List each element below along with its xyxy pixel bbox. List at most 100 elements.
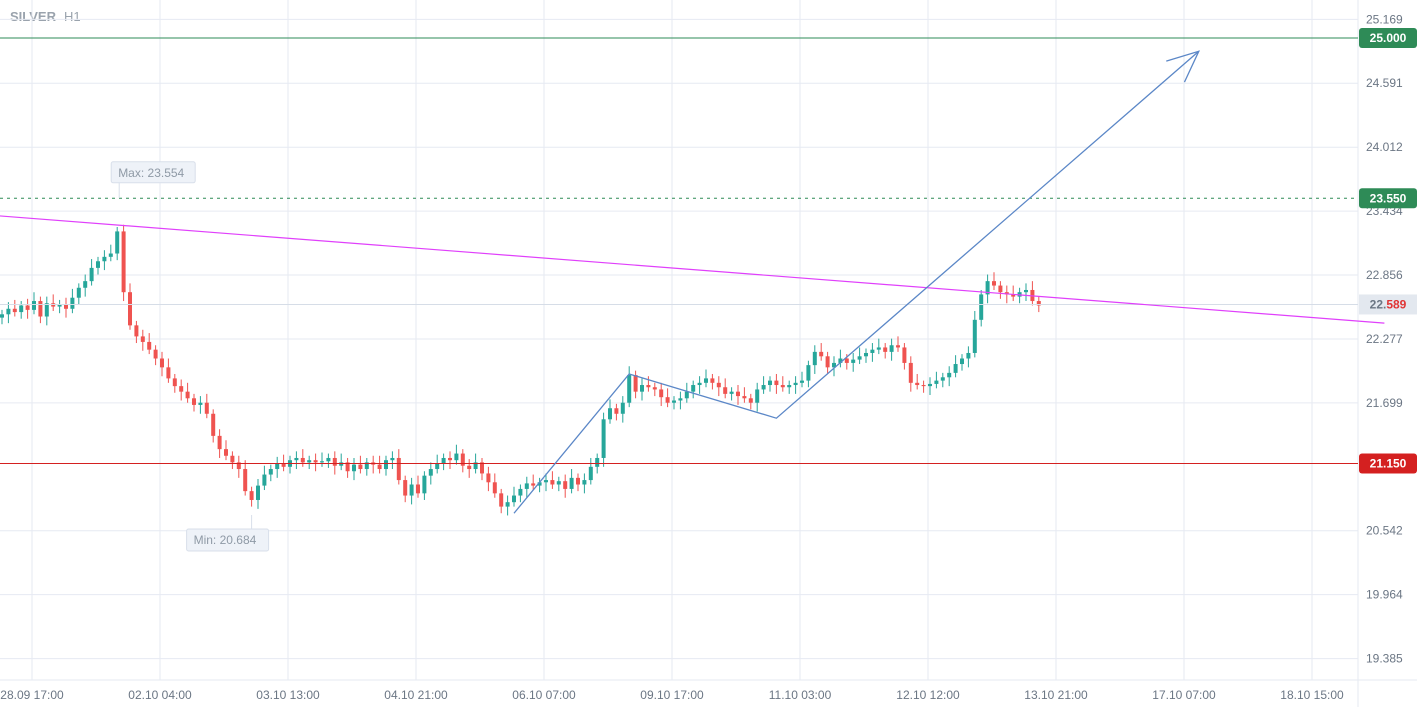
candle-body xyxy=(544,480,548,483)
candle-body xyxy=(710,378,715,383)
candle-body xyxy=(0,314,4,318)
candle-body xyxy=(268,469,273,475)
x-tick-label: 09.10 17:00 xyxy=(640,688,704,702)
candle-body xyxy=(934,380,939,384)
candle-body xyxy=(435,463,440,470)
candle-body xyxy=(198,402,203,405)
candle-body xyxy=(185,391,190,399)
candle-body xyxy=(281,463,286,467)
candle-body xyxy=(736,391,740,397)
candle-body xyxy=(633,375,638,392)
y-tick-label: 19.964 xyxy=(1366,588,1403,602)
candle-body xyxy=(812,351,817,366)
candle-body xyxy=(428,469,433,476)
candle-body xyxy=(748,398,753,403)
extreme-labels: Max: 23.554 Min: 20.684 xyxy=(110,161,270,552)
candle-body xyxy=(332,457,337,466)
candle-body xyxy=(940,377,945,381)
max-label-text: Max: 23.554 xyxy=(118,166,184,180)
candle-body xyxy=(275,463,280,470)
candle-body xyxy=(697,382,702,386)
candle-body xyxy=(761,385,766,390)
candle-body xyxy=(19,305,24,313)
y-tick-label: 21.699 xyxy=(1366,396,1403,410)
candle-body xyxy=(160,358,164,368)
candle-body xyxy=(652,387,657,390)
candle-body xyxy=(262,474,267,486)
candle-body xyxy=(646,385,651,388)
candle-body xyxy=(800,380,804,383)
candle-body xyxy=(134,325,139,337)
candle-body xyxy=(358,464,363,470)
candle-body xyxy=(204,402,209,414)
candle-body xyxy=(396,457,401,481)
candle-body xyxy=(659,389,664,398)
x-tick-label: 03.10 13:00 xyxy=(256,688,320,702)
candle-body xyxy=(921,385,926,387)
candle-body xyxy=(985,281,990,295)
candle-body xyxy=(473,462,478,470)
candle-body xyxy=(416,484,420,494)
candle-body xyxy=(832,362,836,368)
x-tick-label: 17.10 07:00 xyxy=(1152,688,1216,702)
candle-body xyxy=(870,349,875,353)
candle-body xyxy=(480,462,484,474)
candle-body xyxy=(1011,294,1016,297)
candle-body xyxy=(928,383,932,387)
candle-body xyxy=(704,378,708,383)
candle-body xyxy=(115,231,120,254)
max-dotted-price-label: 23.550 xyxy=(1370,191,1407,205)
candle-body xyxy=(441,457,446,464)
candle-body xyxy=(83,281,88,288)
candle-body xyxy=(76,287,81,298)
candle-body xyxy=(454,453,459,461)
candle-body xyxy=(6,308,11,315)
max-dotted-price-tag xyxy=(1359,188,1417,209)
candle-body xyxy=(627,375,632,403)
candle-body xyxy=(620,402,625,414)
price-tags: 25.000 23.550 21.150 22.589 xyxy=(1359,28,1417,474)
y-tick-label: 25.169 xyxy=(1366,12,1403,26)
candle-body xyxy=(972,319,977,353)
y-tick-label: 24.012 xyxy=(1366,140,1403,154)
candle-body xyxy=(947,372,952,378)
candle-body xyxy=(601,419,606,458)
candle-body xyxy=(550,480,555,485)
candle-body xyxy=(793,382,798,386)
candle-body xyxy=(998,285,1003,293)
x-axis: 28.09 17:00 02.10 04:00 03.10 13:00 04.10 2… xyxy=(0,688,1344,702)
candle-body xyxy=(505,502,510,507)
x-tick-label: 04.10 21:00 xyxy=(384,688,448,702)
candle-body xyxy=(128,292,132,326)
candle-body xyxy=(691,385,696,392)
candle-body xyxy=(889,345,894,352)
candle-body xyxy=(422,475,427,494)
candle-body xyxy=(153,349,158,359)
candle-body xyxy=(230,455,235,463)
support-price-label: 21.150 xyxy=(1370,457,1407,471)
candle-body xyxy=(819,351,824,357)
timeframe-label: H1 xyxy=(64,9,81,24)
candle-body xyxy=(768,380,772,386)
max-label-box xyxy=(110,161,196,184)
candle-body xyxy=(838,358,843,363)
x-tick-label: 28.09 17:00 xyxy=(0,688,64,702)
candle-body xyxy=(915,382,920,386)
candle-body xyxy=(390,457,395,461)
candle-body xyxy=(902,347,907,363)
candle-body xyxy=(723,387,728,394)
y-tick-label: 22.277 xyxy=(1366,332,1403,346)
candle-body xyxy=(876,347,881,350)
x-tick-label: 06.10 07:00 xyxy=(512,688,576,702)
candle-body xyxy=(672,400,676,403)
candle-body xyxy=(716,382,721,388)
current-price-label: 22.589 xyxy=(1370,297,1407,311)
candle-body xyxy=(864,352,868,357)
candle-body xyxy=(556,481,561,485)
projection-arrowhead xyxy=(1166,50,1201,83)
candle-body xyxy=(614,408,619,414)
candle-body xyxy=(857,356,862,360)
candle-body xyxy=(64,304,68,309)
candle-body xyxy=(249,491,254,500)
